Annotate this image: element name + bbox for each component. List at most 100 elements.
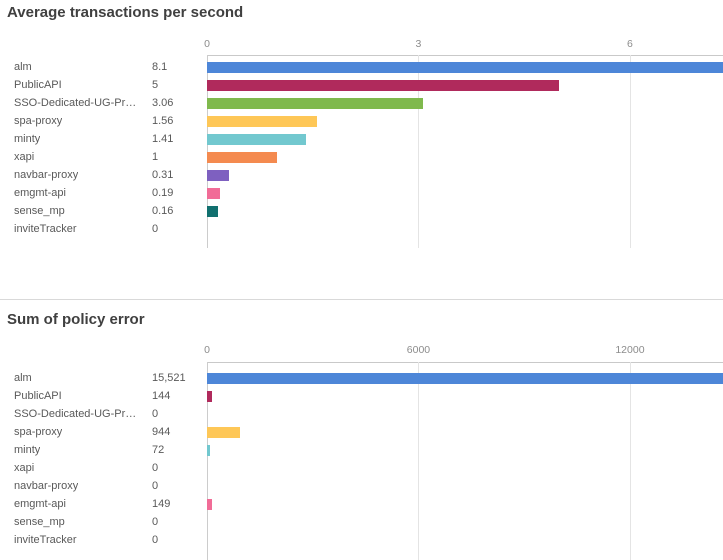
category-label: navbar-proxy [14, 169, 79, 181]
chart-row: xapi 0 [0, 460, 723, 478]
x-tick-label: 6000 [406, 344, 431, 356]
chart-row: sense_mp 0 [0, 514, 723, 532]
category-label: minty [14, 444, 41, 456]
bar-rows: alm 8.1 PublicAPI 5 SSO-Dedicated-UG-Pr… 3.06… [0, 59, 723, 239]
bar-rows: alm 15,521 PublicAPI 144 SSO-Dedicated-UG-Pr… [0, 370, 723, 550]
category-label: navbar-proxy [14, 480, 79, 492]
bar[interactable] [207, 427, 241, 438]
chart-row: SSO-Dedicated-UG-Pr… 0 [0, 406, 723, 424]
value-label: 15,521 [152, 372, 186, 384]
chart-title: Average transactions per second [7, 4, 244, 21]
bar-track [207, 517, 723, 528]
bar[interactable] [207, 62, 723, 73]
bar[interactable] [207, 188, 221, 199]
chart-row: emgmt-api 0.19 [0, 185, 723, 203]
bar[interactable] [207, 152, 278, 163]
value-label: 72 [152, 444, 165, 456]
bar-track [207, 481, 723, 492]
category-label: inviteTracker [14, 534, 77, 546]
value-label: 0 [152, 223, 159, 235]
bar[interactable] [207, 445, 210, 456]
x-axis-line [207, 55, 723, 56]
value-label: 944 [152, 426, 171, 438]
category-label: PublicAPI [14, 390, 62, 402]
category-label: xapi [14, 462, 35, 474]
bar-track [207, 80, 723, 91]
value-label: 1.56 [152, 115, 174, 127]
chart-row: alm 15,521 [0, 370, 723, 388]
x-tick-label: 12000 [615, 344, 645, 356]
chart-row: PublicAPI 144 [0, 388, 723, 406]
value-label: 3.06 [152, 97, 174, 109]
bar[interactable] [207, 116, 317, 127]
bar-track [207, 206, 723, 217]
category-label: emgmt-api [14, 498, 66, 510]
chart-row: inviteTracker 0 [0, 532, 723, 550]
x-axis-tick-labels: 0 6000 12000 [204, 344, 723, 357]
value-label: 0.16 [152, 205, 174, 217]
bar-track [207, 224, 723, 235]
category-label: spa-proxy [14, 426, 63, 438]
bar-track [207, 445, 723, 456]
chart-row: emgmt-api 149 [0, 496, 723, 514]
x-tick-label: 0 [204, 38, 210, 50]
category-label: inviteTracker [14, 223, 77, 235]
bar[interactable] [207, 391, 213, 402]
bar-track [207, 170, 723, 181]
category-label: SSO-Dedicated-UG-Pr… [14, 97, 137, 109]
bar[interactable] [207, 206, 219, 217]
bar[interactable] [207, 80, 560, 91]
category-label: xapi [14, 151, 35, 163]
category-label: minty [14, 133, 41, 145]
bar[interactable] [207, 98, 423, 109]
category-label: spa-proxy [14, 115, 63, 127]
value-label: 0 [152, 408, 159, 420]
chart-row: alm 8.1 [0, 59, 723, 77]
category-label: sense_mp [14, 205, 65, 217]
bar-track [207, 98, 723, 109]
chart-row: xapi 1 [0, 149, 723, 167]
bar-track [207, 152, 723, 163]
bar-track [207, 463, 723, 474]
bar-track [207, 535, 723, 546]
category-label: PublicAPI [14, 79, 62, 91]
category-label: SSO-Dedicated-UG-Pr… [14, 408, 137, 420]
category-label: emgmt-api [14, 187, 66, 199]
bar[interactable] [207, 170, 229, 181]
chart-row: minty 1.41 [0, 131, 723, 149]
x-tick-label: 3 [415, 38, 422, 50]
x-axis-tick-labels: 0 3 6 [204, 38, 723, 51]
bar[interactable] [207, 373, 723, 384]
chart-row: navbar-proxy 0.31 [0, 167, 723, 185]
value-label: 149 [152, 498, 171, 510]
x-tick-label: 6 [627, 38, 633, 50]
value-label: 0 [152, 516, 159, 528]
category-label: alm [14, 372, 32, 384]
bar[interactable] [207, 134, 307, 145]
x-axis-line [207, 362, 723, 363]
bar-track [207, 409, 723, 420]
chart-sum-of-policy-error: Sum of policy error 0 6000 12000 alm 15,521… [0, 300, 723, 560]
chart-avg-transactions-per-second: Average transactions per second 0 3 6 alm 8… [0, 4, 723, 248]
chart-row: sense_mp 0.16 [0, 203, 723, 221]
chart-row: PublicAPI 5 [0, 77, 723, 95]
bar-track [207, 391, 723, 402]
chart-row: spa-proxy 1.56 [0, 113, 723, 131]
value-label: 0 [152, 534, 159, 546]
bar-track [207, 427, 723, 438]
bar-track [207, 134, 723, 145]
bar-track [207, 116, 723, 127]
value-label: 8.1 [152, 61, 168, 73]
value-label: 0 [152, 480, 159, 492]
category-label: sense_mp [14, 516, 65, 528]
chart-title: Sum of policy error [7, 311, 145, 328]
value-label: 144 [152, 390, 171, 402]
value-label: 1 [152, 151, 159, 163]
chart-row: minty 72 [0, 442, 723, 460]
x-tick-label: 0 [204, 344, 210, 356]
chart-row: inviteTracker 0 [0, 221, 723, 239]
bar[interactable] [207, 499, 213, 510]
chart-row: SSO-Dedicated-UG-Pr… 3.06 [0, 95, 723, 113]
bar-track [207, 188, 723, 199]
